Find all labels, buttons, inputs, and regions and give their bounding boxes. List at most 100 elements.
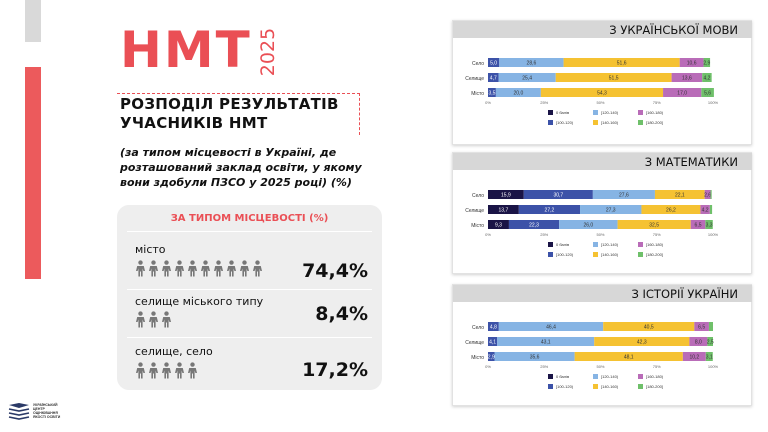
person-icon [135,260,146,282]
data-label: 40,5 [644,325,654,331]
category-label: Селище [465,208,484,214]
ucoe-logo: УКРАЇНСЬКИЙ ЦЕНТР ОЦІНЮВАННЯ ЯКОСТІ ОСВІ… [8,398,78,424]
data-label: 15,9 [501,193,511,199]
category-label: Село [472,193,484,199]
person-icon [148,260,159,282]
legend-swatch [548,110,553,115]
person-icon [200,260,211,282]
bar-segment [499,58,564,67]
divider [127,289,372,290]
bar-segment [488,205,519,214]
x-tick-label: 0% [485,364,491,369]
bar-segment [592,190,655,199]
bar-segment [654,190,705,199]
data-label: 4,2 [703,76,710,82]
data-label: 4,8 [490,325,497,331]
person-icon [187,260,198,282]
data-label: 3,3 [706,223,713,229]
bar-segment [488,352,495,361]
bar-segment [641,205,701,214]
person-icon [148,362,159,384]
legend-label: [120-140) [601,374,619,379]
data-label: 51,6 [617,61,627,67]
bar-segment [488,88,496,97]
chart-panel-math: З МАТЕМАТИКИ Село 15,9 30,7 27,6 22,1 2,6 Сели… [452,152,752,274]
legend-label: [100-120) [556,252,574,257]
bar-segment [555,73,672,82]
data-label: 26,2 [666,208,676,214]
divider [127,231,372,232]
bar-segment [705,352,713,361]
chart-math: Село 15,9 30,7 27,6 22,1 2,6 Селище 13,7 27,2 27,… [465,190,719,257]
person-icon [148,311,159,333]
decorative-red-bar [25,67,41,279]
legend-label: [100-120) [556,120,574,125]
chart-panel-ukrainian: З УКРАЇНСЬКОЇ МОВИ Село 5,0 28,6 51,6 10,6 2,… [452,20,752,145]
legend-swatch [638,252,643,257]
chart-title-history: З ІСТОРІЇ УКРАЇНИ [453,285,752,302]
bar-segment [603,322,695,331]
bar-segment [707,337,713,346]
person-icon [135,311,146,333]
x-tick-label: 50% [596,232,604,237]
bar-segment [495,88,541,97]
bar-segment [488,220,509,229]
legend-swatch [638,110,643,115]
data-label: 9,3 [495,223,502,229]
legend-swatch [638,120,643,125]
data-label: 4,1 [489,340,496,346]
legend-swatch [593,384,598,389]
chart-panel-history: З ІСТОРІЇ УКРАЇНИ Село 4,8 46,4 40,5 6,5 Сели… [452,284,752,406]
person-icon [174,362,185,384]
legend-label: [180-200] [646,252,663,257]
person-icon [213,260,224,282]
bar-segment [488,73,499,82]
legend-label: 0 балів [556,242,569,247]
data-label: 6,5 [695,223,702,229]
x-tick-label: 100% [708,232,719,237]
bar-segment [540,88,664,97]
data-label: 51,5 [609,76,619,82]
bar-segment [703,58,711,67]
bar-segment [679,58,704,67]
person-icon [226,260,237,282]
x-tick-label: 75% [653,364,661,369]
bar-segment [497,337,595,346]
x-tick-label: 0% [485,232,491,237]
bar-segment [594,337,690,346]
data-label: 30,7 [553,193,563,199]
data-label: 2,6 [704,193,711,199]
data-label: 25,4 [522,76,532,82]
person-icon [187,362,198,384]
legend-label: [160-180) [646,110,664,115]
legend-label: [160-180) [646,242,664,247]
people-icons-village [135,362,198,384]
x-tick-label: 0% [485,100,491,105]
logo-line: ОЦІНЮВАННЯ [33,411,58,415]
legend-swatch [548,374,553,379]
bar-segment [708,322,713,331]
legend-swatch [593,120,598,125]
bar-segment [488,190,524,199]
data-label: 28,6 [527,61,537,67]
legend-swatch [548,252,553,257]
legend-label: [140-160) [601,120,619,125]
legend-label: [140-160) [601,384,619,389]
headline-frame [117,93,360,135]
category-label: Село [472,61,484,67]
data-label: 26,0 [583,223,593,229]
data-label: 5,6 [704,91,711,97]
people-icons-town [135,311,172,333]
ucoe-logo-icon [8,403,30,420]
bar-segment [617,220,691,229]
category-label: Місто [471,91,484,97]
bar-segment [488,337,498,346]
legend-label: [120-140) [601,242,619,247]
data-label: 8,0 [695,340,702,346]
category-label: Місто [471,223,484,229]
settlement-percent-village: 17,2% [302,359,368,381]
bar-segment [580,205,642,214]
person-icon [252,260,263,282]
x-tick-label: 25% [540,364,548,369]
decorative-gray-bar [25,0,41,42]
